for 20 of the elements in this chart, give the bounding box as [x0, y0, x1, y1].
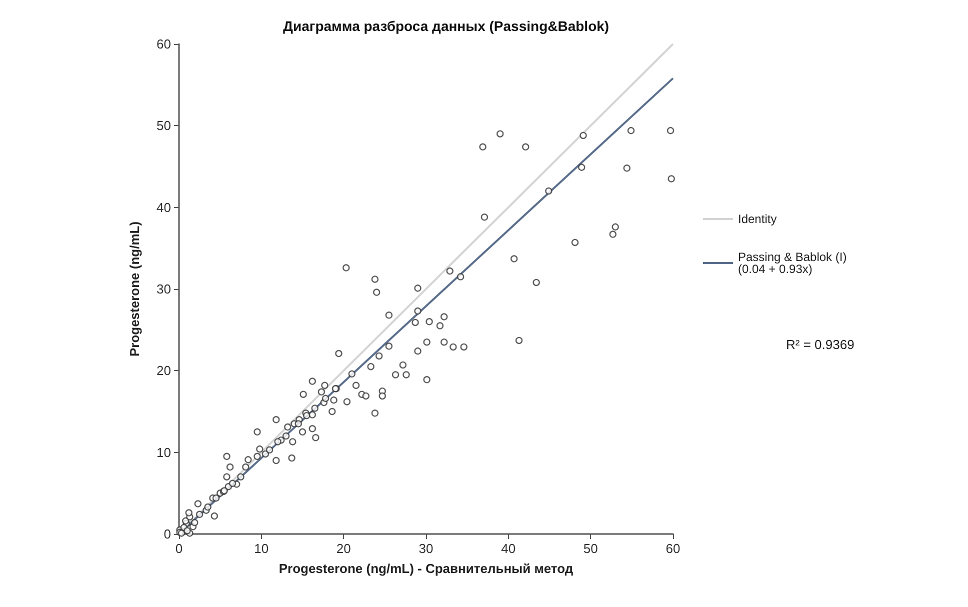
x-tick-label: 10	[254, 541, 269, 556]
x-tick-label: 20	[336, 541, 351, 556]
x-tick-label: 50	[583, 541, 598, 556]
legend-label: Passing & Bablok (I) (0.04 + 0.93x)	[738, 250, 847, 276]
y-tick-label: 10	[156, 444, 171, 460]
x-tick-label: 40	[501, 541, 516, 556]
y-tick-label: 0	[164, 526, 171, 542]
legend-label: Identity	[738, 212, 777, 226]
y-axis-title: Progesterone (ng/mL)	[127, 221, 142, 357]
y-tick-label: 30	[156, 282, 171, 296]
y-tick-label: 60	[156, 36, 171, 52]
x-tick-label: 30	[418, 541, 434, 556]
y-tick-label: 50	[156, 118, 171, 134]
chart-title: Диаграмма разброса данных (Passing&Bablok)	[283, 18, 610, 34]
y-tick-label: 40	[156, 200, 171, 215]
text: R² = 0.9369	[786, 337, 854, 352]
y-tick-label: 20	[156, 363, 171, 378]
x-tick-label: 60	[666, 541, 680, 556]
x-tick-label: 0	[175, 541, 183, 556]
x-axis-title: Progesterone (ng/mL) - Сравнительный метод	[278, 561, 574, 576]
